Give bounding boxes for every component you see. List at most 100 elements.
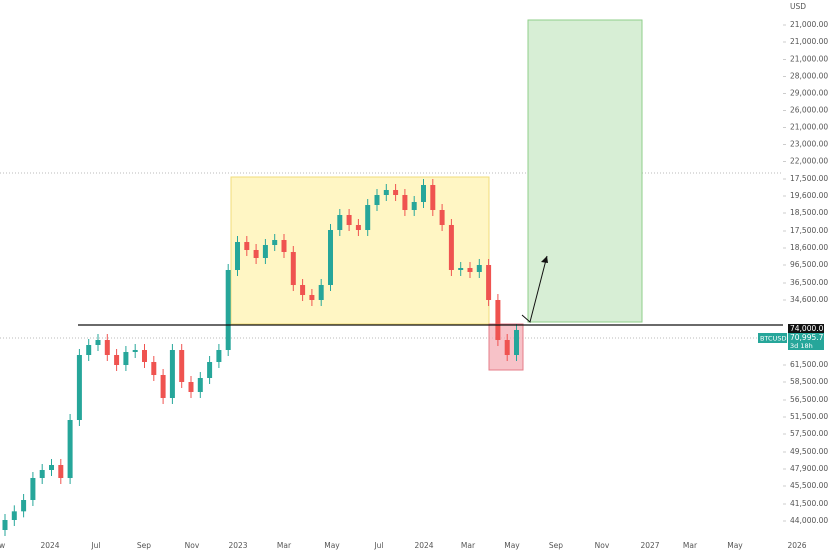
candle-body [58, 465, 64, 478]
candle-body [30, 478, 36, 500]
y-tick-label: 26,000.00 [790, 106, 828, 115]
x-tick-label: 2026 [787, 541, 806, 550]
candle-body [346, 215, 352, 225]
candle-body [49, 465, 54, 470]
candle-body [421, 185, 426, 202]
x-tick-label: Mar [683, 541, 698, 550]
candle-body [458, 268, 464, 270]
candle-body [132, 350, 138, 352]
candle-body [328, 230, 333, 285]
candle-body [309, 295, 315, 300]
candle-body [123, 352, 129, 365]
candle-body [179, 350, 185, 382]
y-tick-label: 21,000.00 [790, 20, 828, 29]
y-tick-label: 61,500.00 [790, 360, 828, 369]
candle-body [486, 265, 492, 300]
x-tick-label: Mar [277, 541, 292, 550]
candle-body [383, 190, 389, 195]
candle-body [337, 215, 343, 230]
y-tick-label: 19,600.00 [790, 191, 828, 200]
candle-body [39, 470, 45, 478]
candle-body [142, 350, 147, 362]
y-tick-label: 28,000.00 [790, 72, 828, 81]
x-tick-label: Sep [549, 541, 563, 550]
candle-body [207, 362, 213, 378]
x-tick-label: Sep [137, 541, 151, 550]
candle-body [514, 330, 519, 355]
y-tick-label: 21,000.00 [790, 55, 828, 64]
symbol-tag [758, 333, 787, 343]
x-tick-label: 2024 [40, 541, 59, 550]
candle-body [439, 210, 445, 225]
projection-arrow [521, 255, 548, 323]
y-tick-label: 29,000.00 [790, 89, 828, 98]
x-tick-label: 2024 [414, 541, 433, 550]
candle-body [430, 185, 436, 210]
y-tick-label: 21,000.00 [790, 37, 828, 46]
y-tick-label: 17,500.00 [790, 174, 828, 183]
arrow-head [541, 256, 548, 263]
candle-body [300, 285, 306, 295]
candle-body [374, 195, 380, 205]
x-tick-label: Nov [595, 541, 610, 550]
range-box [230, 176, 490, 325]
candle-body [188, 382, 194, 392]
candle-body [262, 245, 268, 258]
y-tick-label: 49,500.00 [790, 447, 828, 456]
candle-body [504, 340, 510, 355]
y-tick-label: 47,900.00 [790, 464, 828, 473]
y-tick-label: 45,500.00 [790, 481, 828, 490]
candle-body [67, 420, 73, 478]
candle-body [21, 500, 27, 512]
y-tick-label: 44,000.00 [790, 516, 828, 525]
y-tick-label: 58,500.00 [790, 377, 828, 386]
x-tick-label: 2027 [640, 541, 659, 550]
y-tick-label: 21,000.00 [790, 123, 828, 132]
candle-body [467, 268, 473, 272]
candle-body [393, 190, 399, 195]
candle-body [318, 285, 324, 300]
candle-body [448, 225, 454, 270]
candle-body [197, 378, 203, 392]
x-tick-label: Jul [90, 541, 100, 550]
price-tag-text: 74,000.07 [790, 324, 828, 333]
symbol-tag-text: BTCUSD [760, 335, 786, 343]
candle-body [476, 265, 482, 272]
x-tick-label: Nov [185, 541, 200, 550]
x-tick-label: 2023 [228, 541, 247, 550]
last-price-tag [788, 333, 824, 350]
candle-body [355, 225, 361, 230]
candle-body [281, 240, 287, 252]
x-tick-label: May [504, 541, 520, 550]
candle-body [216, 350, 222, 362]
x-tick-label: May [324, 541, 340, 550]
target-box [527, 19, 643, 323]
y-tick-label: 41,500.00 [790, 499, 828, 508]
candle-body [225, 270, 231, 350]
candle-body [114, 355, 120, 365]
y-tick-label: 17,500.00 [790, 226, 828, 235]
y-tick-label: 22,000.00 [790, 157, 828, 166]
candle-body [104, 340, 110, 355]
price-tag [788, 324, 824, 334]
candle-body [244, 242, 250, 250]
candle-body [169, 350, 175, 398]
candle-body [402, 195, 408, 210]
candle-body [272, 240, 278, 245]
candle-body [235, 242, 240, 270]
candle-body [11, 511, 17, 520]
candle-body [160, 375, 166, 398]
y-tick-label: 51,500.00 [790, 412, 828, 421]
y-tick-label: 96,500.00 [790, 260, 828, 269]
candle-body [86, 345, 92, 355]
y-tick-label: 36,500.00 [790, 278, 828, 287]
candle-body [95, 340, 101, 345]
y-tick-label: 18,500.00 [790, 208, 828, 217]
x-tick-label: Jul [373, 541, 383, 550]
candle-body [411, 202, 417, 210]
candle-body [290, 252, 296, 285]
y-tick-label: 18,600.00 [790, 243, 828, 252]
candle-body [151, 362, 157, 375]
x-tick-label: May [727, 541, 743, 550]
